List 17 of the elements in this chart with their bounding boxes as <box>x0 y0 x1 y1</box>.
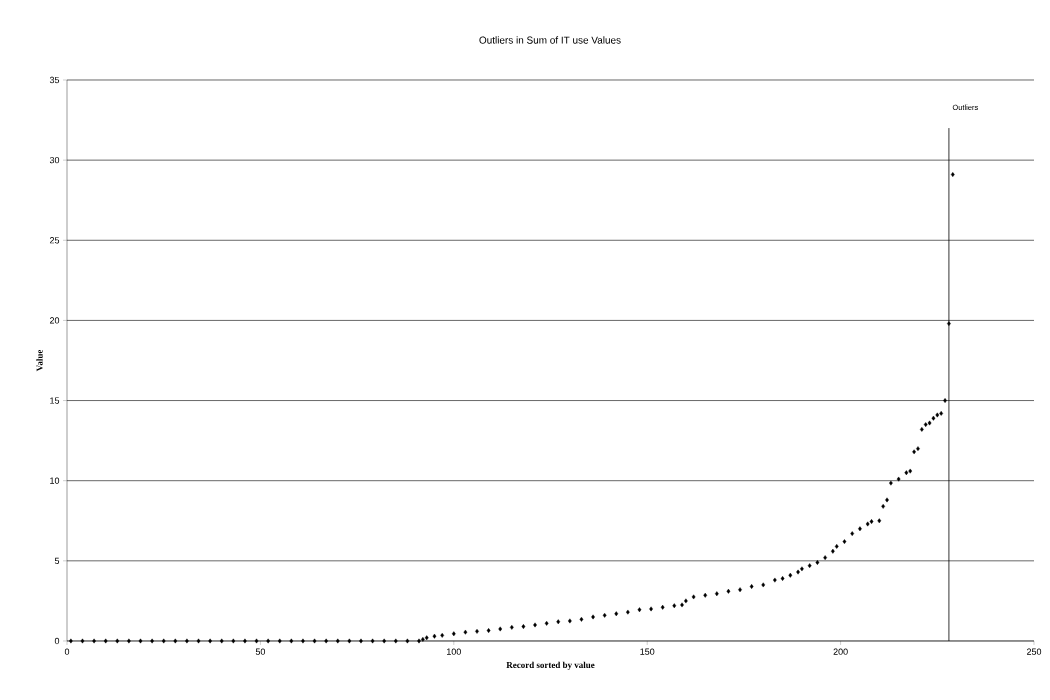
y-tick-label: 5 <box>54 557 60 564</box>
y-axis-title: Value <box>36 349 43 372</box>
x-tick-label: 150 <box>640 648 655 655</box>
y-tick-label: 30 <box>49 156 60 164</box>
x-tick-label: 200 <box>833 648 848 655</box>
x-axis-title: Record sorted by value <box>506 661 595 670</box>
chart-title: Outliers in Sum of IT use Values <box>479 36 621 44</box>
y-tick-label: 25 <box>49 237 60 244</box>
y-tick-label: 10 <box>50 477 60 484</box>
x-tick-label: 100 <box>447 648 461 655</box>
y-tick-label: 0 <box>54 637 60 645</box>
x-tick-label: 50 <box>255 648 266 655</box>
x-tick-label: 0 <box>64 648 70 655</box>
y-tick-label: 35 <box>49 76 60 84</box>
x-tick-label: 250 <box>1026 648 1042 655</box>
y-tick-label: 15 <box>50 397 60 404</box>
y-tick-label: 20 <box>49 317 60 324</box>
